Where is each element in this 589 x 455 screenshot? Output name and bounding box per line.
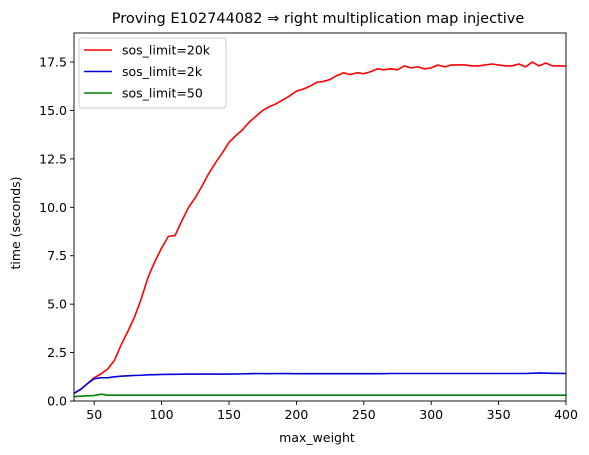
x-tick-label: 50 xyxy=(86,407,102,422)
x-tick-label: 150 xyxy=(217,407,241,422)
x-tick-label: 250 xyxy=(352,407,376,422)
plot-frame xyxy=(73,32,567,402)
x-tick-label: 100 xyxy=(150,407,174,422)
series-lines xyxy=(74,61,566,398)
y-axis-ticks: 0.0 2.5 5.0 7.5 10.0 12.5 15.0 17.5 xyxy=(39,55,74,409)
x-axis-ticks: 50 100 150 200 250 300 350 400 xyxy=(86,401,578,422)
y-tick-label: 12.5 xyxy=(39,151,67,166)
y-tick-label: 0.0 xyxy=(47,394,67,409)
series-line-0 xyxy=(74,61,566,395)
y-axis-label: time (seconds) xyxy=(8,176,23,269)
y-tick-label: 10.0 xyxy=(39,200,67,215)
legend-box xyxy=(78,37,227,109)
legend-label-2: sos_limit=50 xyxy=(122,86,203,101)
x-tick-label: 350 xyxy=(487,407,511,422)
plot-area xyxy=(73,32,567,402)
y-tick-label: 2.5 xyxy=(47,345,67,360)
series-line-2 xyxy=(74,393,566,398)
legend-label-1: sos_limit=2k xyxy=(122,64,203,79)
x-tick-label: 400 xyxy=(554,407,578,422)
y-tick-label: 17.5 xyxy=(39,55,67,70)
legend-label-0: sos_limit=20k xyxy=(122,43,211,58)
x-tick-label: 200 xyxy=(284,407,308,422)
legend: sos_limit=20k sos_limit=2k sos_limit=50 xyxy=(78,37,227,109)
y-tick-label: 5.0 xyxy=(47,297,67,312)
series-line-1 xyxy=(74,372,566,395)
y-tick-label: 15.0 xyxy=(39,103,67,118)
x-axis-label: max_weight xyxy=(279,430,355,445)
y-tick-label: 7.5 xyxy=(47,248,67,263)
chart-title: Proving E102744082 ⇒ right multiplicatio… xyxy=(112,11,525,27)
x-tick-label: 300 xyxy=(419,407,443,422)
